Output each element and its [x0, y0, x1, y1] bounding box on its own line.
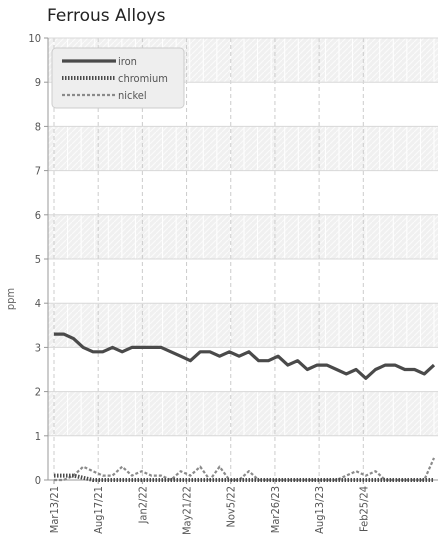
- y-axis-label: ppm: [4, 288, 17, 310]
- y-tick-label: 7: [35, 165, 41, 178]
- legend-label-iron: iron: [118, 55, 137, 68]
- grid-band: [48, 126, 438, 171]
- grid-band: [48, 214, 438, 259]
- y-tick-label: 6: [35, 209, 41, 222]
- x-tick-label: Feb25/24: [357, 486, 370, 532]
- grid-band: [48, 303, 438, 348]
- legend-box: [51, 47, 185, 109]
- x-tick-label: Aug17/21: [92, 486, 105, 534]
- x-tick-label: Aug13/23: [313, 486, 326, 534]
- x-tick-label: May21/22: [181, 486, 194, 535]
- y-tick-label: 10: [28, 32, 41, 45]
- x-tick-label: Nov5/22: [225, 486, 238, 528]
- y-tick-label: 3: [35, 341, 41, 354]
- series-line-iron: [54, 332, 436, 380]
- x-tick-label: Mar26/23: [269, 486, 282, 533]
- x-tick-label: Jan2/22: [136, 486, 149, 524]
- y-tick-label: 8: [35, 120, 41, 133]
- legend-label-chromium: chromium: [118, 72, 168, 85]
- chart-title: Ferrous Alloys: [47, 6, 166, 26]
- x-tick-label: Mar13/21: [48, 486, 61, 533]
- y-tick-label: 5: [35, 253, 41, 266]
- series-line-chromium: [54, 473, 434, 482]
- y-tick-label: 1: [35, 430, 41, 443]
- y-tick-label: 2: [35, 386, 41, 399]
- legend-label-nickel: nickel: [118, 89, 147, 102]
- y-tick-label: 9: [35, 76, 41, 89]
- y-tick-label: 4: [35, 297, 41, 310]
- y-tick-label: 0: [35, 474, 41, 487]
- grid-band: [48, 391, 438, 436]
- series-line-nickel: [54, 457, 436, 482]
